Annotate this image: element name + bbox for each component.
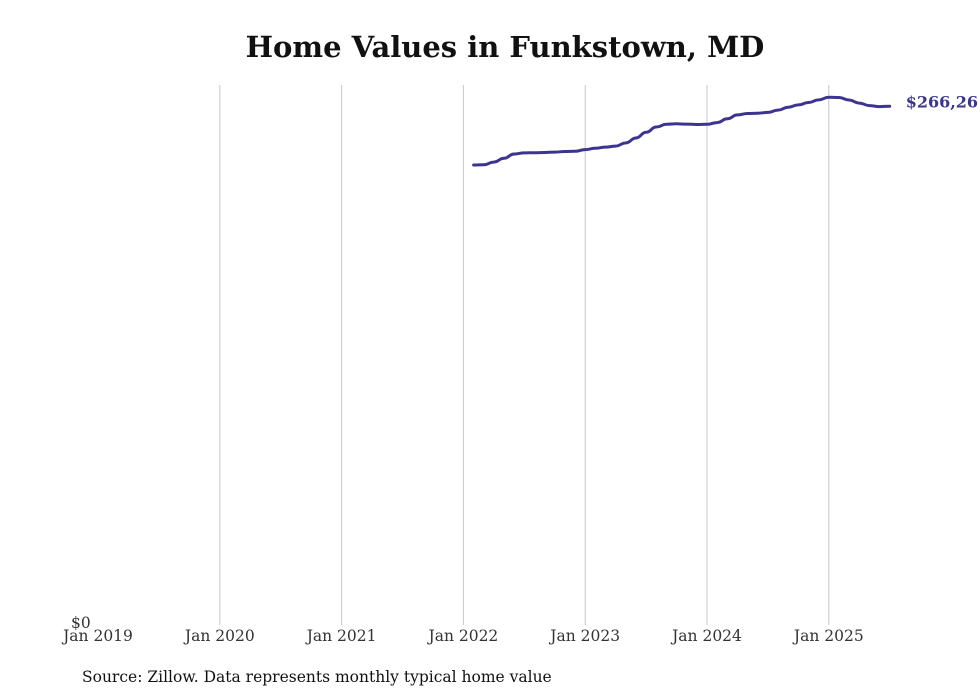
gridlines: [219, 85, 830, 625]
home-value-line: [472, 95, 892, 167]
x-axis-ticks: Jan 2019 Jan 2020 Jan 2021 Jan 2022 Jan 2023…: [61, 627, 864, 645]
y-tick-label-zero: $0: [71, 614, 91, 632]
latest-value-label: $266,26: [906, 92, 978, 111]
x-tick-label: Jan 2021: [305, 627, 377, 645]
x-tick-label: Jan 2020: [183, 627, 255, 645]
x-tick-label: Jan 2022: [426, 627, 498, 645]
x-tick-label: Jan 2019: [61, 627, 133, 645]
x-tick-label: Jan 2023: [548, 627, 620, 645]
x-tick-label: Jan 2025: [792, 627, 864, 645]
chart-title: Home Values in Funkstown, MD: [245, 30, 765, 64]
source-note: Source: Zillow. Data represents monthly …: [82, 668, 552, 686]
x-tick-label: Jan 2024: [670, 627, 742, 645]
